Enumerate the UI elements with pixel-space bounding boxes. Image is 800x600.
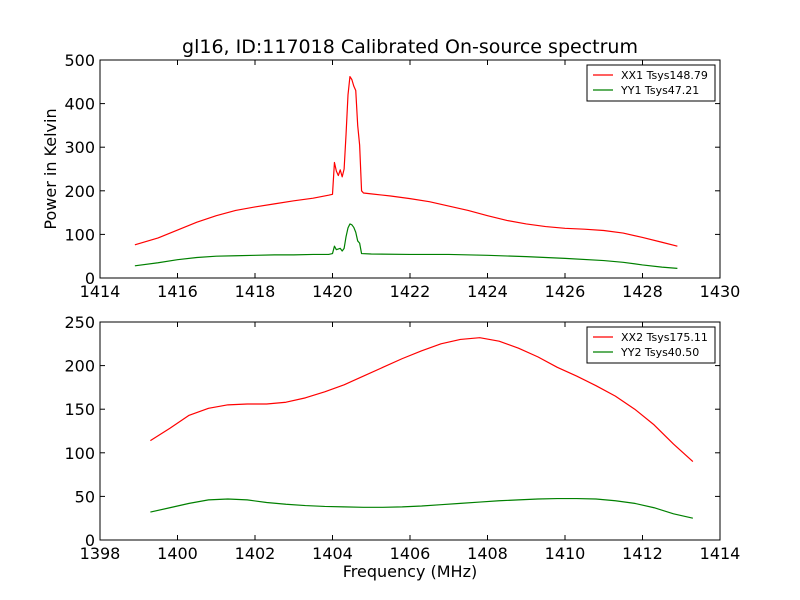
x-axis-label: Frequency (MHz) bbox=[343, 562, 477, 581]
x-tick-label: 1418 bbox=[235, 282, 276, 301]
y-tick-label: 100 bbox=[64, 225, 95, 244]
y-tick-label: 200 bbox=[64, 182, 95, 201]
x-tick-label: 1426 bbox=[545, 282, 586, 301]
y-tick-label: 0 bbox=[85, 531, 95, 550]
x-tick-label: 1428 bbox=[622, 282, 663, 301]
x-tick-label: 1410 bbox=[545, 544, 586, 563]
x-tick-label: 1398 bbox=[80, 544, 121, 563]
x-tick-label: 1416 bbox=[157, 282, 198, 301]
series-line-1-0 bbox=[150, 337, 694, 462]
y-tick-label: 250 bbox=[64, 313, 95, 332]
legend: XX2 Tsys175.11 YY2 Tsys40.50 bbox=[586, 326, 716, 364]
y-tick-label: 200 bbox=[64, 357, 95, 376]
y-tick-label: 150 bbox=[64, 400, 95, 419]
x-tick-label: 1400 bbox=[157, 544, 198, 563]
top-plot: 1414 1416 1418 1420 1422 1424 1426 1428 1430 0 100… bbox=[41, 51, 740, 301]
y-tick-label: 500 bbox=[64, 51, 95, 70]
x-tick-label: 1408 bbox=[467, 544, 508, 563]
x-tick-label: 1406 bbox=[390, 544, 431, 563]
x-tick-label: 1414 bbox=[700, 544, 741, 563]
legend-label: YY2 Tsys40.50 bbox=[620, 346, 699, 359]
y-tick-label: 50 bbox=[75, 487, 95, 506]
x-tick-label: 1420 bbox=[312, 282, 353, 301]
y-axis-label: Power in Kelvin bbox=[41, 108, 60, 229]
y-tick-label: 0 bbox=[85, 269, 95, 288]
x-tick-label: 1414 bbox=[80, 282, 121, 301]
y-tick-label: 100 bbox=[64, 444, 95, 463]
x-tick-label: 1402 bbox=[235, 544, 276, 563]
legend-label: XX2 Tsys175.11 bbox=[621, 331, 708, 344]
x-tick-label: 1424 bbox=[467, 282, 508, 301]
series-line-0-0 bbox=[134, 75, 678, 247]
legend-label: YY1 Tsys47.21 bbox=[620, 84, 699, 97]
legend-label: XX1 Tsys148.79 bbox=[621, 69, 708, 82]
x-tick-label: 1422 bbox=[390, 282, 431, 301]
series-line-1-1 bbox=[150, 497, 694, 519]
bottom-plot: 1398 1400 1402 1404 1406 1408 1410 1412 1414 0 50 1… bbox=[64, 313, 740, 581]
x-tick-label: 1404 bbox=[312, 544, 353, 563]
y-tick-label: 400 bbox=[64, 95, 95, 114]
x-tick-label: 1430 bbox=[700, 282, 741, 301]
chart-title: gl16, ID:117018 Calibrated On-source spe… bbox=[182, 36, 638, 58]
y-tick-label: 300 bbox=[64, 138, 95, 157]
x-tick-label: 1412 bbox=[622, 544, 663, 563]
series-line-0-1 bbox=[134, 223, 678, 270]
legend-box bbox=[586, 326, 716, 364]
legend-box bbox=[586, 64, 716, 102]
legend: XX1 Tsys148.79 YY1 Tsys47.21 bbox=[586, 64, 716, 102]
